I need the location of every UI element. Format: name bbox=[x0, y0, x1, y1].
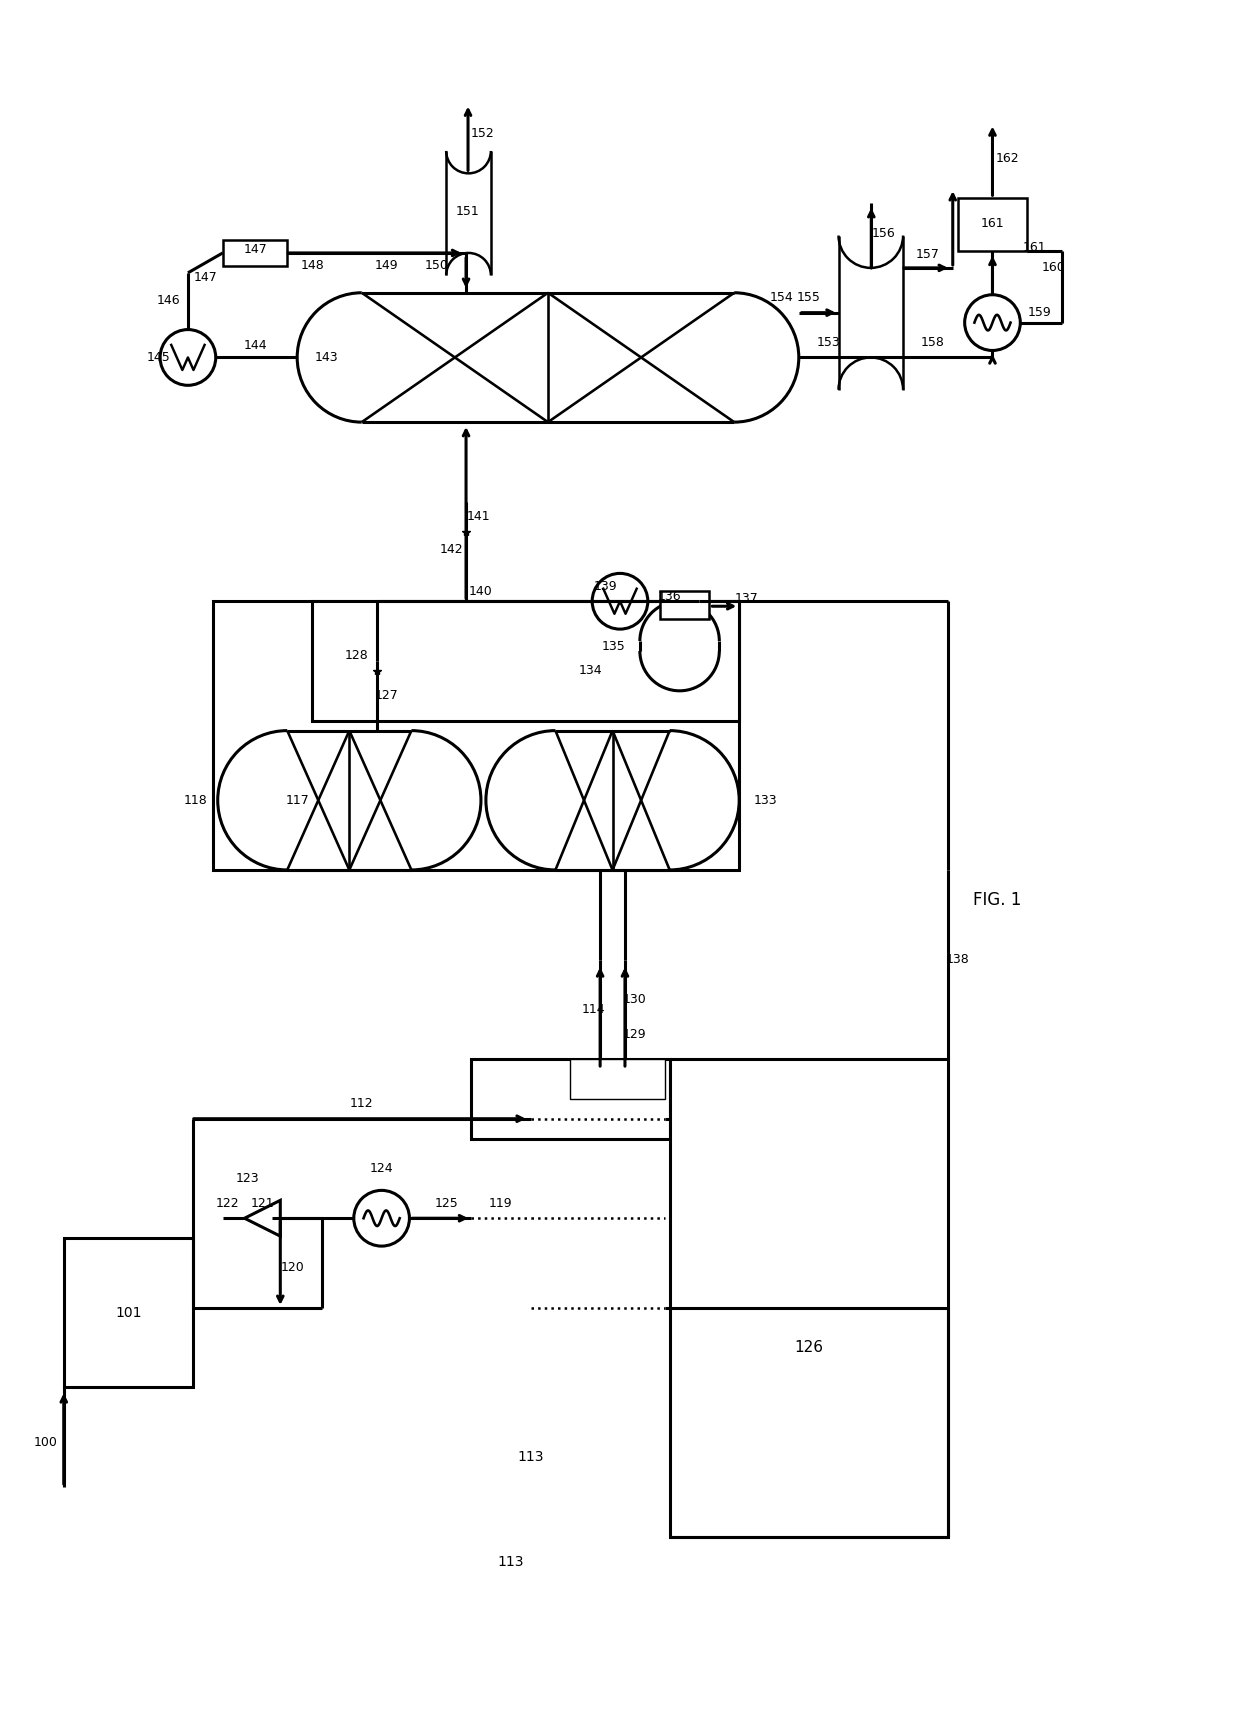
Text: 134: 134 bbox=[578, 664, 601, 678]
Text: 126: 126 bbox=[795, 1340, 823, 1356]
Text: 123: 123 bbox=[236, 1172, 259, 1186]
Text: 152: 152 bbox=[471, 127, 495, 141]
Text: 159: 159 bbox=[1027, 305, 1052, 319]
Bar bbox=[63, 1239, 193, 1388]
Text: 121: 121 bbox=[250, 1196, 274, 1210]
Text: 150: 150 bbox=[424, 259, 448, 273]
Text: 138: 138 bbox=[946, 952, 970, 966]
Text: 156: 156 bbox=[872, 227, 895, 240]
Text: 112: 112 bbox=[350, 1097, 373, 1110]
Text: 146: 146 bbox=[156, 293, 180, 307]
Text: 101: 101 bbox=[115, 1306, 141, 1320]
Text: 148: 148 bbox=[300, 259, 324, 273]
Text: 113: 113 bbox=[517, 1450, 544, 1464]
Text: 130: 130 bbox=[622, 994, 647, 1006]
Text: 153: 153 bbox=[817, 336, 841, 348]
Text: 157: 157 bbox=[916, 249, 940, 261]
Text: 133: 133 bbox=[754, 795, 777, 807]
Text: 137: 137 bbox=[734, 592, 758, 604]
Text: 120: 120 bbox=[280, 1261, 304, 1275]
Bar bbox=[223, 240, 288, 266]
Text: 140: 140 bbox=[469, 585, 492, 597]
Text: 122: 122 bbox=[216, 1196, 239, 1210]
Bar bbox=[570, 1059, 665, 1098]
Text: 118: 118 bbox=[184, 795, 208, 807]
Text: 117: 117 bbox=[285, 795, 309, 807]
Text: 124: 124 bbox=[370, 1162, 393, 1175]
Text: 154: 154 bbox=[770, 292, 794, 304]
Text: 162: 162 bbox=[996, 153, 1019, 165]
Text: 139: 139 bbox=[593, 580, 618, 592]
Text: 147: 147 bbox=[243, 244, 268, 256]
Text: FIG. 1: FIG. 1 bbox=[973, 891, 1022, 909]
Text: 145: 145 bbox=[146, 352, 170, 364]
Text: 149: 149 bbox=[374, 259, 398, 273]
Text: 141: 141 bbox=[467, 510, 491, 523]
Text: 128: 128 bbox=[345, 649, 368, 662]
Text: 144: 144 bbox=[243, 340, 268, 352]
Text: 125: 125 bbox=[434, 1196, 458, 1210]
Text: 142: 142 bbox=[439, 542, 463, 556]
Text: 127: 127 bbox=[374, 690, 398, 702]
Text: 151: 151 bbox=[456, 204, 480, 218]
Text: 158: 158 bbox=[921, 336, 945, 348]
Text: 136: 136 bbox=[658, 590, 682, 602]
Text: 143: 143 bbox=[315, 352, 339, 364]
Bar bbox=[471, 1059, 670, 1139]
Text: 135: 135 bbox=[601, 640, 625, 652]
Text: 160: 160 bbox=[1042, 261, 1066, 275]
Text: 100: 100 bbox=[33, 1436, 58, 1448]
Bar bbox=[957, 199, 1027, 251]
Text: 114: 114 bbox=[582, 1002, 605, 1016]
Text: 147: 147 bbox=[193, 271, 218, 285]
Bar bbox=[312, 601, 739, 721]
Text: 119: 119 bbox=[489, 1196, 512, 1210]
Text: 161: 161 bbox=[1022, 242, 1045, 254]
Text: 129: 129 bbox=[622, 1028, 647, 1040]
Text: 161: 161 bbox=[981, 216, 1004, 230]
Bar bbox=[660, 592, 709, 619]
Text: 113: 113 bbox=[497, 1555, 525, 1568]
Bar bbox=[213, 601, 739, 870]
Bar bbox=[670, 1059, 947, 1538]
Text: 155: 155 bbox=[797, 292, 821, 304]
